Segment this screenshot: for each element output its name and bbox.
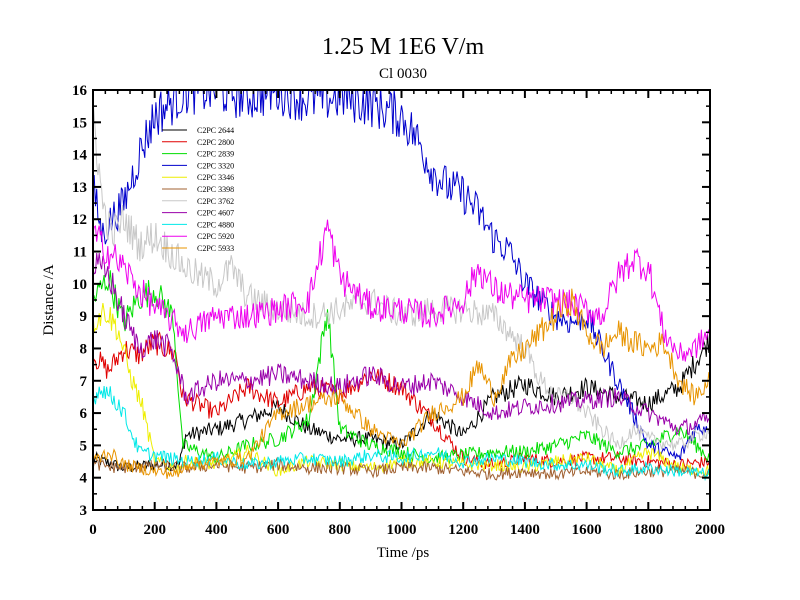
legend-label: C2PC 4880 [197, 220, 234, 229]
y-tick-label: 7 [80, 374, 88, 390]
series-group [93, 90, 710, 482]
x-tick-label: 200 [143, 522, 166, 538]
series-line-c2pc-5920 [93, 219, 710, 362]
y-tick-label: 14 [72, 148, 88, 164]
legend-label: C2PC 4607 [197, 209, 234, 218]
y-tick-label: 15 [72, 115, 87, 131]
legend: C2PC 2644 C2PC 2800 C2PC 2839 C2PC 3320 C2PC… [162, 126, 234, 253]
x-tick-label: 400 [205, 522, 228, 538]
legend-label: C2PC 3320 [197, 161, 234, 170]
legend-item: C2PC 2839 [162, 150, 234, 159]
legend-item: C2PC 5933 [162, 244, 234, 253]
legend-item: C2PC 3320 [162, 161, 234, 170]
legend-label: C2PC 3346 [197, 173, 234, 182]
legend-label: C2PC 2644 [197, 126, 234, 135]
legend-item: C2PC 5920 [162, 232, 234, 241]
series-line-c2pc-2839 [93, 270, 710, 465]
plot-background [93, 90, 710, 510]
y-tick-label: 3 [80, 503, 88, 519]
legend-label: C2PC 3398 [197, 185, 234, 194]
legend-label: C2PC 3762 [197, 197, 234, 206]
series-line-c2pc-5933 [93, 288, 710, 479]
x-tick-label: 1000 [387, 522, 417, 538]
series-line-c2pc-2800 [93, 331, 710, 472]
x-tick-label: 0 [89, 522, 97, 538]
y-tick-label: 16 [72, 83, 88, 99]
plot-area [93, 90, 710, 510]
legend-item: C2PC 2800 [162, 138, 234, 147]
legend-item: C2PC 4607 [162, 209, 234, 218]
y-tick-label: 6 [80, 406, 88, 422]
x-tick-label: 600 [267, 522, 290, 538]
legend-item: C2PC 3762 [162, 197, 234, 206]
x-tick-label: 1200 [448, 522, 478, 538]
series-line-c2pc-4880 [93, 385, 710, 482]
legend-label: C2PC 5933 [197, 244, 234, 253]
x-tick-label: 1800 [633, 522, 663, 538]
legend-item: C2PC 3398 [162, 185, 234, 194]
y-tick-label: 11 [73, 245, 87, 261]
x-tick-label: 1400 [510, 522, 540, 538]
y-tick-label: 12 [72, 212, 87, 228]
y-axis-label: Distance /A [41, 264, 57, 335]
axes-group: 0 200 400 600 800 1000 1200 1400 1600 1800 2000 3 4 5… [72, 83, 725, 538]
x-axis-label: Time /ps [377, 545, 430, 561]
series-line-c2pc-3320 [93, 90, 710, 461]
series-line-c2pc-4607 [93, 252, 710, 436]
y-tick-label: 5 [80, 438, 88, 454]
legend-label: C2PC 5920 [197, 232, 234, 241]
x-tick-label: 800 [329, 522, 352, 538]
legend-item: C2PC 4880 [162, 220, 234, 229]
legend-item: C2PC 3346 [162, 173, 234, 182]
legend-label: C2PC 2839 [197, 150, 234, 159]
y-tick-label: 13 [72, 180, 87, 196]
y-tick-label: 4 [80, 471, 88, 487]
y-tick-label: 8 [80, 341, 88, 357]
y-tick-label: 9 [80, 309, 88, 325]
legend-item: C2PC 2644 [162, 126, 234, 135]
x-tick-label: 1600 [572, 522, 602, 538]
y-tick-label: 10 [72, 277, 87, 293]
chart-subtitle: Cl 0030 [379, 66, 427, 82]
series-line-c2pc-3762 [93, 100, 710, 451]
chart-title: 1.25 M 1E6 V/m [322, 34, 485, 60]
series-line-c2pc-3398 [93, 456, 710, 481]
x-tick-label: 2000 [695, 522, 725, 538]
legend-label: C2PC 2800 [197, 138, 234, 147]
